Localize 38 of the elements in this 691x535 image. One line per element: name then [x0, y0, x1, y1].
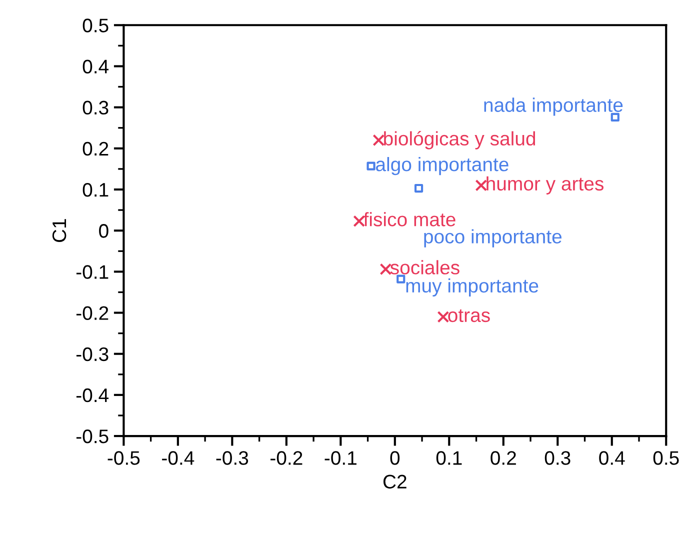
x-tick-label: 0.5	[653, 451, 679, 465]
x-tick-label: -0.5	[108, 451, 140, 465]
y-tick-label: -0.5	[76, 429, 108, 444]
y-tick-label: 0.5	[82, 18, 108, 32]
point	[366, 162, 376, 170]
y-tick-label: 0.1	[82, 182, 108, 197]
point	[475, 179, 488, 192]
x-tick-label: 0	[390, 451, 400, 465]
y-tick-label: -0.3	[76, 347, 108, 362]
x-tick-label: 0.1	[436, 451, 462, 465]
x-tick-label: -0.2	[270, 451, 302, 465]
x-tick-label: -0.3	[216, 451, 248, 465]
x-tick-label: 0.2	[490, 451, 516, 465]
annotation: nada importante	[484, 98, 623, 116]
point	[396, 274, 406, 284]
point	[372, 134, 385, 146]
annotation: biológicas y salud	[384, 131, 536, 150]
annotation: humor y artes	[486, 176, 604, 194]
y-axis-title: C1	[52, 219, 66, 242]
y-tick-label: 0.4	[82, 60, 109, 74]
annotation: fisico mate	[364, 212, 456, 226]
x-axis-title: C2	[383, 474, 406, 489]
x-tick-label: -0.1	[324, 451, 356, 465]
x-tick-label: 0.3	[544, 451, 570, 465]
annotation: otras	[448, 309, 490, 322]
y-tick-label: 0.3	[82, 100, 108, 115]
x-tick-label: -0.4	[162, 451, 194, 465]
annotation: sociales	[390, 260, 460, 274]
x-tick-label: 0.4	[599, 451, 625, 465]
annotation: algo importante	[376, 157, 508, 176]
point	[414, 184, 424, 193]
y-tick-label: -0.4	[76, 388, 109, 402]
y-tick-label: -0.1	[76, 265, 108, 279]
y-tick-label: 0	[99, 224, 108, 238]
annotation: poco importante	[424, 229, 562, 248]
y-tick-label: -0.2	[76, 306, 108, 320]
annotation: muy importante	[406, 278, 538, 296]
y-tick-label: 0.2	[82, 142, 108, 156]
